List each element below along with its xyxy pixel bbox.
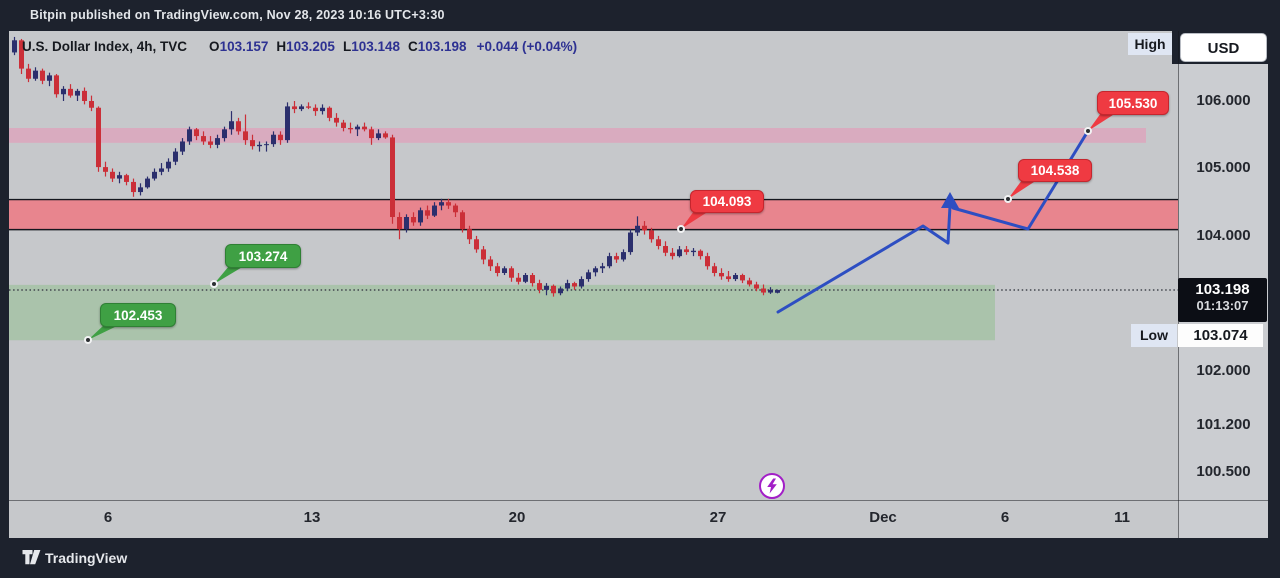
time-axis-tick: 20 (508, 509, 526, 526)
currency-label: USD (1180, 33, 1267, 62)
candlestick-series[interactable] (12, 36, 780, 297)
high-badge: High (1128, 33, 1172, 55)
price-callout-102.453[interactable]: 102.453 (100, 303, 176, 327)
level-marker-dot (1006, 197, 1010, 201)
price-callout-104.538[interactable]: 104.538 (1018, 159, 1092, 182)
publish-info-text: Bitpin published on TradingView.com, Nov… (30, 8, 445, 22)
level-marker-dot (212, 282, 216, 286)
ohlc-key: C (408, 39, 418, 54)
symbol-title[interactable]: U.S. Dollar Index, 4h, TVC (22, 39, 188, 54)
time-axis-tick: Dec (869, 509, 897, 526)
low-price-label: 103.074 (1178, 324, 1263, 347)
ohlc-key: L (342, 39, 352, 54)
publish-topbar: Bitpin published on TradingView.com, Nov… (0, 0, 1280, 31)
price-axis-tick: 101.200 (1196, 415, 1251, 433)
level-marker-dot (679, 227, 683, 231)
low-badge: Low (1131, 324, 1177, 347)
price-axis-tick: 106.000 (1196, 92, 1251, 109)
tradingview-logo-icon[interactable] (22, 549, 41, 571)
chart-pane[interactable] (9, 31, 1268, 538)
level-marker-dot (86, 338, 90, 342)
ohlc-key: O (209, 39, 220, 54)
tradingview-wordmark[interactable]: TradingView (45, 550, 128, 566)
callout-tail (88, 325, 119, 340)
ohlc-value: 103.157 (219, 39, 269, 54)
upper-supply-band[interactable] (9, 127, 1146, 143)
bar-countdown: 01:13:07 (1196, 298, 1249, 313)
resistance-zone[interactable] (9, 199, 1178, 230)
price-axis-tick: 100.500 (1196, 462, 1251, 480)
time-axis-tick: 6 (1000, 509, 1010, 526)
last-price-label: 103.198 01:13:07 (1178, 278, 1267, 322)
price-callout-103.274[interactable]: 103.274 (225, 244, 301, 268)
time-axis-tick: 13 (303, 509, 321, 526)
callout-tail (681, 211, 709, 229)
price-axis-tick: 102.000 (1196, 361, 1251, 379)
time-axis-tick: 27 (709, 509, 727, 526)
callout-tail (214, 266, 244, 284)
brand-footer: TradingView (0, 538, 1280, 578)
time-axis-tick: 6 (103, 509, 113, 526)
callout-tail (1088, 113, 1116, 131)
projection-arrow-1[interactable] (776, 204, 952, 314)
level-marker-dot (1086, 129, 1090, 133)
lightning-icon[interactable] (759, 473, 785, 499)
ohlc-value: 103.148 (351, 39, 400, 54)
price-change: +0.044 (+0.04%) (476, 39, 578, 54)
price-axis-tick: 104.000 (1196, 226, 1251, 244)
ohlc-value: 103.198 (417, 39, 467, 54)
price-callout-105.530[interactable]: 105.530 (1097, 91, 1169, 115)
time-axis-tick: 11 (1114, 509, 1130, 526)
price-axis-tick: 105.000 (1196, 159, 1251, 177)
ohlc-key: H (276, 39, 287, 54)
symbol-legend[interactable]: U.S. Dollar Index, 4h, TVC O103.157 H103.2… (22, 39, 577, 54)
projection-arrowhead (941, 192, 959, 208)
price-callout-104.093[interactable]: 104.093 (690, 190, 764, 213)
ohlc-value: 103.205 (286, 39, 335, 54)
callout-tail (1008, 180, 1037, 199)
last-price-value: 103.198 (1195, 281, 1250, 298)
